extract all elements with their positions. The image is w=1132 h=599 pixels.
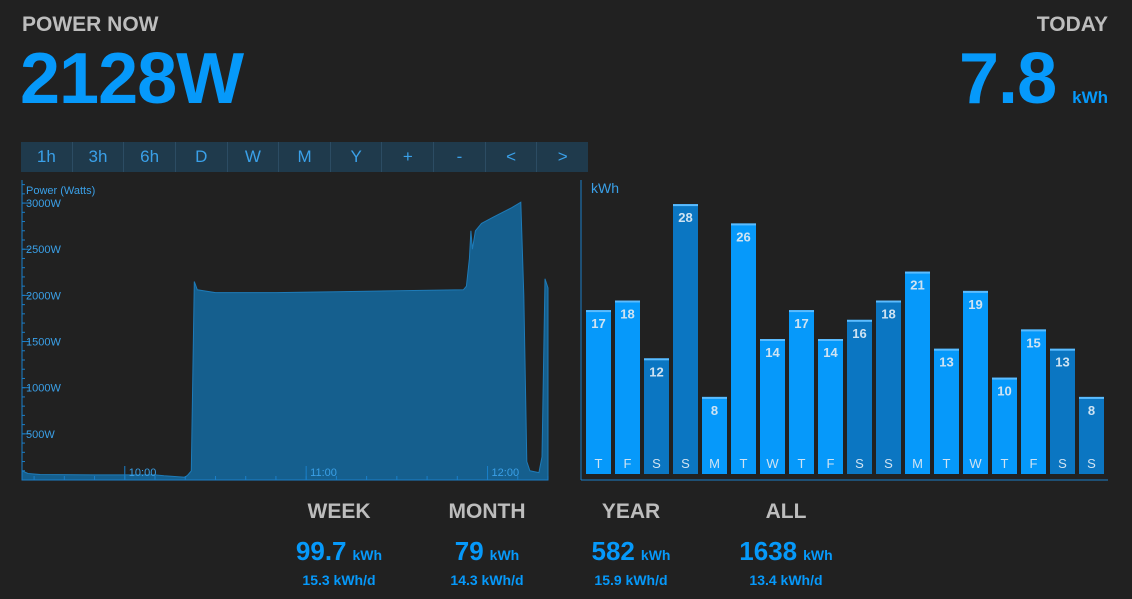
today-value-group: 7.8 kWh bbox=[959, 40, 1108, 138]
range-month-button[interactable]: M bbox=[279, 142, 331, 172]
today-value: 7.8 bbox=[959, 39, 1057, 119]
today-unit: kWh bbox=[1072, 88, 1108, 107]
range-3h-button[interactable]: 3h bbox=[73, 142, 125, 172]
stat-month-daily: 14.3 kWh/d bbox=[450, 572, 524, 588]
power-x-tick-label: 12:00 bbox=[492, 467, 520, 479]
stat-week: WEEK 99.7 kWh 15.3 kWh/d bbox=[259, 500, 419, 588]
range-week-button[interactable]: W bbox=[228, 142, 280, 172]
power-now-label: POWER NOW bbox=[22, 13, 159, 36]
range-6h-button[interactable]: 6h bbox=[124, 142, 176, 172]
stat-week-value: 99.7 bbox=[295, 536, 347, 566]
stat-all-unit: kWh bbox=[803, 547, 833, 563]
stat-year-title: YEAR bbox=[601, 500, 661, 523]
range-day-button[interactable]: D bbox=[176, 142, 228, 172]
zoom-out-button[interactable]: - bbox=[434, 142, 486, 172]
stat-all: ALL 1638 kWh 13.4 kWh/d bbox=[706, 500, 866, 588]
stat-week-daily: 15.3 kWh/d bbox=[302, 572, 376, 588]
pan-left-button[interactable]: < bbox=[486, 142, 538, 172]
stat-all-value: 1638 bbox=[739, 536, 798, 566]
stat-year-unit: kWh bbox=[640, 547, 671, 563]
zoom-in-button[interactable]: + bbox=[382, 142, 435, 172]
stat-all-title: ALL bbox=[765, 500, 807, 523]
stat-month-title: MONTH bbox=[448, 500, 526, 523]
stat-year-daily: 15.9 kWh/d bbox=[594, 572, 668, 588]
stat-month: MONTH 79 kWh 14.3 kWh/d bbox=[407, 500, 567, 588]
range-year-button[interactable]: Y bbox=[331, 142, 383, 172]
stat-week-unit: kWh bbox=[352, 547, 383, 563]
today-label: TODAY bbox=[1036, 13, 1108, 36]
power-now-value: 2128W bbox=[20, 39, 244, 119]
range-1h-button[interactable]: 1h bbox=[21, 142, 73, 172]
power-x-tick-label: 10:00 bbox=[129, 467, 157, 479]
time-range-toolbar: 1h 3h 6h D W M Y + - < > bbox=[21, 142, 588, 172]
power-x-tick-label: 11:00 bbox=[310, 467, 337, 479]
stat-week-title: WEEK bbox=[307, 500, 371, 523]
stat-month-unit: kWh bbox=[489, 547, 520, 563]
power-y-tick-label: 2500W bbox=[26, 244, 61, 256]
power-area bbox=[21, 201, 549, 481]
stat-all-daily: 13.4 kWh/d bbox=[749, 572, 823, 588]
power-y-tick-label: 2000W bbox=[26, 290, 61, 302]
power-y-tick-label: 500W bbox=[26, 429, 55, 441]
power-y-axis-label: Power (Watts) bbox=[26, 185, 95, 197]
power-y-tick-label: 3000W bbox=[26, 198, 61, 210]
stat-month-value: 79 bbox=[454, 536, 484, 566]
power-y-tick-label: 1000W bbox=[26, 383, 61, 395]
stat-year-value: 582 bbox=[591, 536, 635, 566]
power-y-tick-label: 1500W bbox=[26, 337, 61, 349]
stat-year: YEAR 582 kWh 15.9 kWh/d bbox=[551, 500, 711, 588]
pan-right-button[interactable]: > bbox=[557, 147, 568, 166]
